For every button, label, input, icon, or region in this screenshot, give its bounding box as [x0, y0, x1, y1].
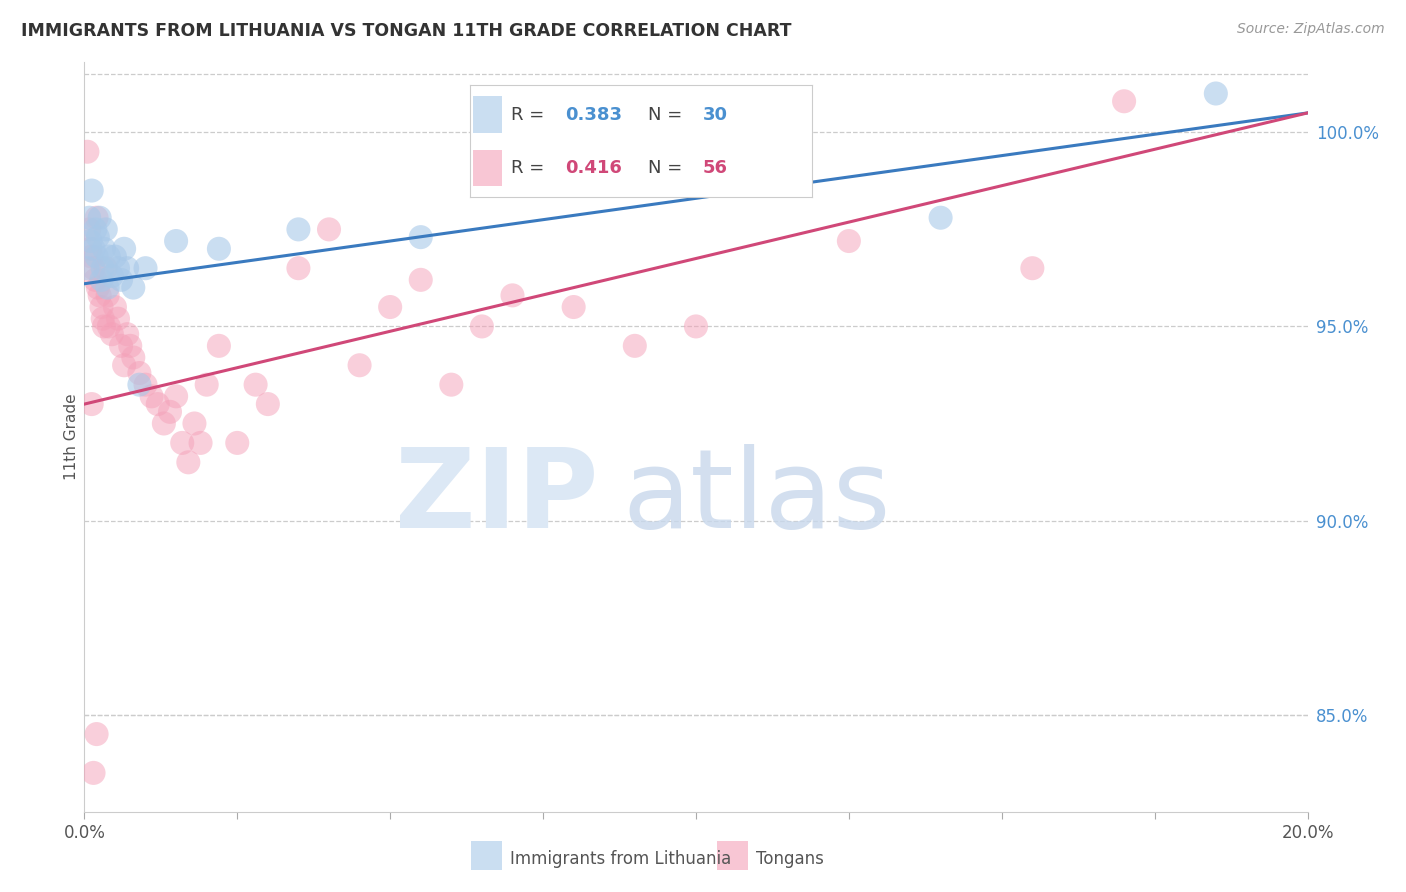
- Point: [165, 234, 187, 248]
- Point: [165, 389, 187, 403]
- Point: [79, 242, 101, 256]
- Point: [93, 319, 115, 334]
- Point: [287, 261, 309, 276]
- FancyBboxPatch shape: [717, 841, 748, 870]
- Point: [97, 250, 120, 264]
- Point: [135, 377, 157, 392]
- Point: [84, 222, 107, 236]
- Text: Tongans: Tongans: [756, 850, 824, 868]
- Point: [104, 250, 127, 264]
- Point: [107, 311, 129, 326]
- Point: [1021, 261, 1043, 276]
- Point: [929, 211, 952, 225]
- Point: [76, 261, 98, 276]
- Text: Immigrants from Lithuania: Immigrants from Lithuania: [510, 850, 731, 868]
- Point: [80, 250, 103, 264]
- Point: [94, 261, 117, 276]
- Point: [141, 389, 163, 403]
- Point: [84, 273, 107, 287]
- Point: [1114, 95, 1136, 109]
- Point: [101, 268, 124, 283]
- Point: [83, 765, 105, 780]
- Point: [94, 222, 117, 236]
- Point: [257, 397, 280, 411]
- Point: [83, 261, 105, 276]
- Point: [90, 273, 112, 287]
- Point: [318, 222, 340, 236]
- Point: [97, 288, 120, 302]
- Point: [471, 319, 494, 334]
- Point: [172, 436, 194, 450]
- Point: [502, 288, 524, 302]
- Point: [91, 311, 114, 326]
- Point: [115, 261, 138, 276]
- Point: [80, 184, 103, 198]
- Point: [91, 261, 114, 276]
- Point: [380, 300, 402, 314]
- Point: [195, 377, 218, 392]
- Point: [110, 339, 132, 353]
- Point: [122, 351, 145, 365]
- Point: [80, 397, 103, 411]
- Point: [190, 436, 212, 450]
- Point: [685, 319, 707, 334]
- Point: [177, 455, 200, 469]
- Point: [77, 211, 100, 225]
- Point: [86, 211, 108, 225]
- Point: [409, 273, 432, 287]
- Point: [183, 417, 205, 431]
- Text: IMMIGRANTS FROM LITHUANIA VS TONGAN 11TH GRADE CORRELATION CHART: IMMIGRANTS FROM LITHUANIA VS TONGAN 11TH…: [21, 22, 792, 40]
- Text: Source: ZipAtlas.com: Source: ZipAtlas.com: [1237, 22, 1385, 37]
- Point: [97, 319, 120, 334]
- Point: [208, 242, 231, 256]
- Point: [83, 242, 105, 256]
- Point: [226, 436, 249, 450]
- Text: atlas: atlas: [623, 443, 891, 550]
- Point: [146, 397, 169, 411]
- Point: [101, 327, 124, 342]
- Point: [104, 300, 127, 314]
- Point: [79, 234, 101, 248]
- Point: [120, 339, 142, 353]
- Point: [1205, 87, 1227, 101]
- Point: [89, 288, 111, 302]
- Point: [287, 222, 309, 236]
- Point: [112, 358, 135, 372]
- Text: ZIP: ZIP: [395, 443, 598, 550]
- Point: [128, 366, 150, 380]
- Point: [86, 250, 108, 264]
- Point: [86, 727, 108, 741]
- Point: [409, 230, 432, 244]
- Y-axis label: 11th Grade: 11th Grade: [63, 393, 79, 481]
- Point: [128, 377, 150, 392]
- Point: [135, 261, 157, 276]
- Point: [76, 145, 98, 159]
- Point: [89, 211, 111, 225]
- Point: [115, 327, 138, 342]
- Point: [97, 280, 120, 294]
- Point: [245, 377, 267, 392]
- Point: [159, 405, 181, 419]
- Point: [624, 339, 647, 353]
- Point: [112, 242, 135, 256]
- Point: [562, 300, 585, 314]
- FancyBboxPatch shape: [471, 841, 502, 870]
- Point: [838, 234, 860, 248]
- Point: [77, 222, 100, 236]
- Point: [349, 358, 371, 372]
- Point: [122, 280, 145, 294]
- Point: [208, 339, 231, 353]
- Point: [90, 300, 112, 314]
- Point: [87, 230, 110, 244]
- Point: [93, 242, 115, 256]
- Point: [153, 417, 176, 431]
- Point: [110, 273, 132, 287]
- Point: [440, 377, 463, 392]
- Point: [87, 280, 110, 294]
- Point: [107, 261, 129, 276]
